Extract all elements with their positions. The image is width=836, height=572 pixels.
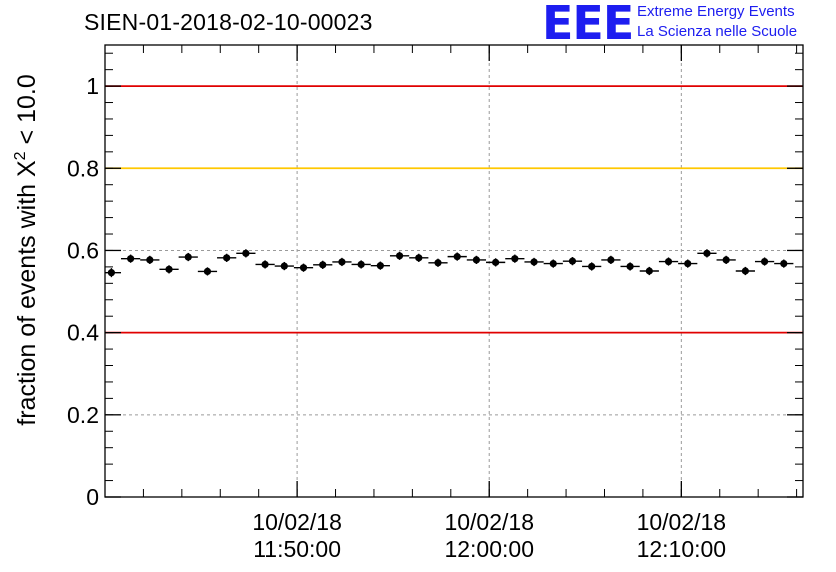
data-point: [313, 260, 333, 269]
axes: 00.20.40.60.8110/02/1811:50:0010/02/1812…: [67, 45, 803, 562]
data-point: [332, 257, 352, 267]
point-marker: [395, 252, 404, 260]
data-point: [351, 260, 371, 269]
point-marker: [722, 256, 730, 264]
data-point: [678, 259, 698, 268]
data-point: [697, 249, 717, 258]
reference-lines: [105, 85, 803, 334]
point-marker: [415, 254, 423, 262]
point-marker: [760, 257, 769, 266]
y-tick-label: 0.4: [67, 320, 99, 346]
data-point: [178, 252, 198, 262]
point-marker: [780, 260, 788, 268]
point-marker: [607, 256, 615, 264]
plot-frame: [104, 44, 804, 498]
point-marker: [338, 258, 346, 266]
point-marker: [107, 269, 116, 277]
point-marker: [741, 267, 749, 275]
point-marker: [568, 257, 577, 265]
point-marker: [261, 260, 269, 269]
logo-line-2: La Scienza nelle Scuole: [637, 23, 798, 40]
data-point: [293, 263, 314, 272]
point-marker: [357, 260, 365, 269]
logo-mark: EEE: [542, 0, 634, 50]
point-marker: [664, 257, 673, 266]
data-point: [562, 257, 583, 266]
data-point: [486, 258, 506, 267]
point-marker: [280, 262, 288, 270]
point-marker: [453, 253, 461, 261]
data-point: [428, 258, 448, 267]
point-marker: [203, 267, 212, 276]
data-point: [274, 261, 294, 271]
data-point: [121, 254, 141, 263]
data-point: [601, 255, 621, 265]
data-point: [582, 262, 602, 271]
point-marker: [511, 255, 519, 263]
point-marker: [530, 258, 538, 266]
point-marker: [684, 260, 692, 268]
data-point: [255, 260, 275, 269]
data-point: [716, 255, 736, 265]
point-marker: [299, 264, 308, 272]
data-point: [409, 253, 429, 262]
x-tick-time-label: 12:10:00: [637, 536, 727, 562]
point-marker: [472, 256, 481, 264]
point-marker: [184, 253, 192, 261]
y-tick-label: 0.6: [67, 237, 99, 263]
data-point: [639, 266, 659, 276]
y-tick-label: 0.2: [67, 402, 99, 428]
data-point: [543, 259, 563, 268]
data-point: [105, 268, 122, 278]
data-point: [466, 255, 487, 265]
point-marker: [242, 249, 250, 257]
x-tick-date-label: 10/02/18: [637, 509, 727, 535]
data-point: [735, 266, 755, 276]
data-point: [159, 265, 179, 274]
data-point: [370, 261, 390, 270]
data-point: [774, 259, 794, 268]
data-point: [505, 254, 525, 263]
data-point: [217, 253, 237, 262]
y-tick-label: 0: [86, 484, 99, 510]
data-points: [105, 249, 794, 278]
point-marker: [146, 256, 154, 264]
data-point: [754, 257, 775, 266]
data-point: [620, 262, 640, 271]
point-marker: [165, 265, 173, 273]
point-marker: [645, 267, 653, 275]
data-point: [236, 249, 256, 258]
y-axis-label: fraction of events with X2 < 10.0: [12, 74, 41, 425]
logo-line-1: Extreme Energy Events: [637, 3, 795, 20]
x-tick-time-label: 11:50:00: [253, 536, 341, 562]
point-marker: [549, 260, 557, 268]
point-marker: [127, 255, 135, 263]
data-point: [524, 257, 544, 267]
point-marker: [492, 258, 500, 266]
x-tick-date-label: 10/02/18: [252, 509, 342, 535]
data-point: [447, 252, 467, 261]
data-point: [197, 267, 218, 276]
y-tick-label: 0.8: [67, 155, 99, 181]
point-marker: [376, 262, 384, 270]
data-point: [389, 251, 410, 260]
x-tick-date-label: 10/02/18: [444, 509, 534, 535]
point-marker: [626, 262, 634, 271]
run-title: SIEN-01-2018-02-10-00023: [84, 9, 373, 35]
point-marker: [434, 259, 442, 267]
point-marker: [319, 261, 327, 269]
eee-logo: EEE Extreme Energy Events La Scienza nel…: [542, 0, 832, 50]
data-point: [658, 257, 679, 266]
x-tick-time-label: 12:00:00: [444, 536, 534, 562]
point-marker: [588, 262, 596, 271]
point-marker: [703, 249, 711, 257]
y-tick-label: 1: [86, 73, 99, 99]
point-marker: [223, 254, 231, 262]
data-point: [140, 255, 160, 265]
